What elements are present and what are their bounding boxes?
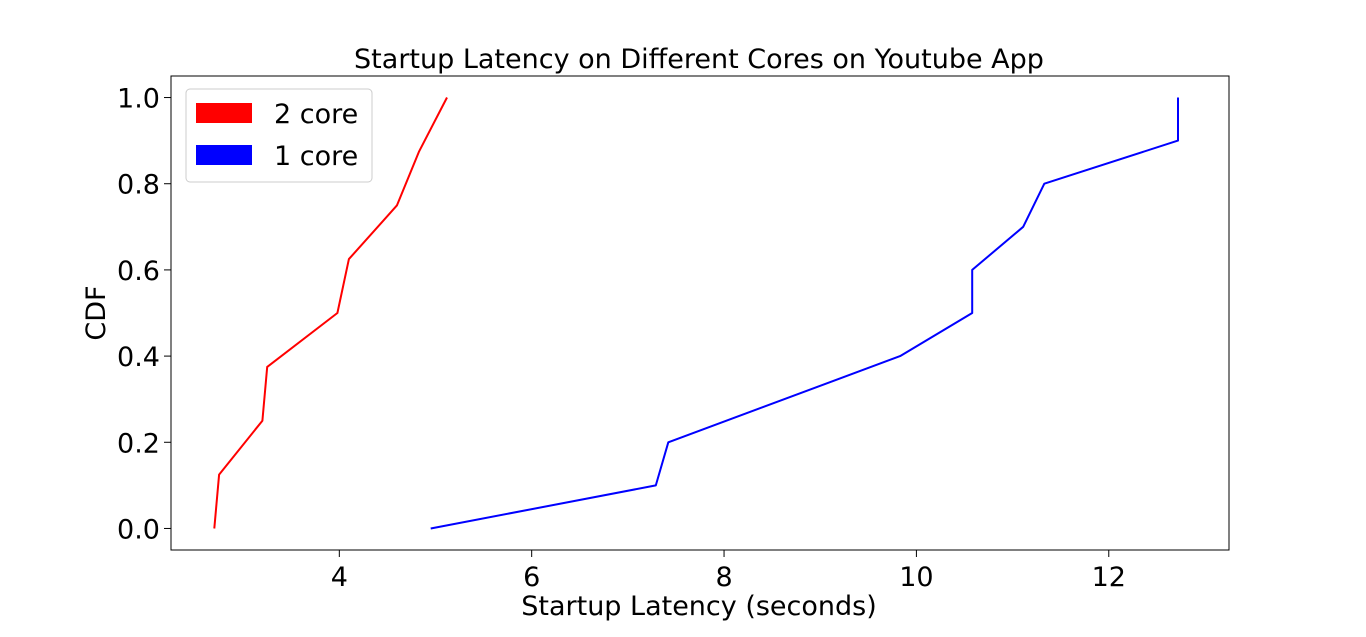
legend-label-2-core: 2 core bbox=[274, 99, 358, 130]
x-axis-label: Startup Latency (seconds) bbox=[521, 591, 877, 622]
x-tick-label: 6 bbox=[523, 562, 540, 593]
x-tick-label: 12 bbox=[1092, 562, 1126, 593]
legend-swatch-1-core bbox=[196, 145, 252, 165]
y-tick-label: 1.0 bbox=[117, 84, 160, 115]
legend-swatch-2-core bbox=[196, 103, 252, 123]
y-tick-label: 0.2 bbox=[117, 428, 160, 459]
x-tick-label: 10 bbox=[899, 562, 933, 593]
y-tick-label: 0.0 bbox=[117, 514, 160, 545]
y-tick-label: 0.4 bbox=[117, 342, 160, 373]
plot-area bbox=[170, 75, 1230, 551]
y-tick-label: 0.6 bbox=[117, 256, 160, 287]
chart-title: Startup Latency on Different Cores on Yo… bbox=[354, 44, 1044, 75]
y-tick-label: 0.8 bbox=[117, 170, 160, 201]
series-line-1-core bbox=[430, 97, 1179, 530]
x-tick-label: 4 bbox=[331, 562, 348, 593]
y-axis: 0.0 0.2 0.4 0.6 0.8 1.0 bbox=[117, 84, 171, 545]
series-layer bbox=[213, 97, 1179, 530]
series-line-2-core bbox=[213, 97, 448, 529]
x-axis: 4 6 8 10 12 bbox=[331, 550, 1126, 593]
x-tick-label: 8 bbox=[715, 562, 732, 593]
legend-label-1-core: 1 core bbox=[274, 141, 358, 172]
legend: 2 core 1 core bbox=[185, 88, 373, 183]
y-axis-label: CDF bbox=[81, 285, 112, 340]
